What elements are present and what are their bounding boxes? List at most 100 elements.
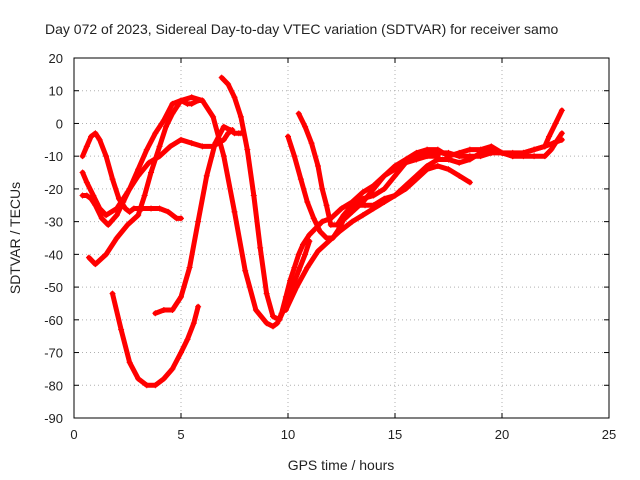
data-point	[122, 205, 129, 212]
data-point	[79, 169, 86, 176]
data-point	[113, 235, 120, 241]
data-point	[83, 192, 90, 199]
data-point	[546, 133, 553, 140]
data-point	[160, 307, 167, 313]
data-point	[314, 248, 321, 255]
data-point	[225, 81, 232, 88]
data-point	[276, 316, 283, 323]
data-point	[195, 218, 202, 225]
data-point	[199, 97, 206, 104]
series-layer	[79, 74, 565, 389]
data-point	[302, 123, 309, 130]
data-point	[552, 120, 559, 127]
data-point	[295, 110, 302, 117]
x-tick-label: 20	[495, 427, 509, 442]
data-point	[325, 238, 332, 245]
data-point	[306, 238, 313, 245]
data-point	[242, 267, 249, 274]
x-tick-label: 25	[602, 427, 616, 442]
data-point	[124, 189, 131, 196]
data-point	[370, 205, 377, 212]
x-axis-label: GPS time / hours	[288, 457, 395, 473]
data-point	[212, 140, 219, 147]
data-point	[445, 156, 452, 163]
data-point	[349, 218, 356, 225]
data-point	[79, 153, 86, 160]
data-point	[304, 199, 311, 205]
data-point	[434, 156, 441, 163]
data-point	[466, 179, 473, 186]
data-point	[115, 195, 122, 202]
data-point	[445, 166, 452, 173]
data-point	[381, 185, 388, 192]
data-point	[299, 241, 306, 248]
y-tick-label: -60	[44, 313, 63, 328]
data-point	[124, 221, 131, 228]
x-axis: 0 5 10 15 20 25	[70, 58, 616, 442]
data-point	[392, 192, 398, 199]
y-tick-label: -30	[44, 215, 63, 230]
series-line	[283, 137, 565, 313]
data-point	[456, 172, 463, 179]
y-axis-label: SDTVAR / TECUs	[7, 182, 23, 294]
data-point	[550, 140, 557, 147]
data-point	[135, 375, 142, 382]
data-point	[145, 159, 152, 166]
data-point	[96, 205, 103, 212]
data-point	[520, 149, 527, 156]
y-tick-label: -40	[44, 247, 63, 262]
data-point	[466, 156, 473, 163]
data-point	[338, 218, 345, 225]
data-point	[210, 113, 217, 120]
x-tick-label: 0	[70, 427, 77, 442]
data-point	[558, 130, 565, 137]
data-point	[190, 320, 197, 327]
data-point	[541, 143, 548, 150]
series-line	[110, 291, 201, 388]
series-arc-4	[85, 94, 441, 330]
data-point	[392, 163, 398, 169]
data-point	[413, 172, 420, 179]
data-point	[381, 172, 388, 179]
data-point	[152, 382, 159, 389]
data-point	[220, 153, 227, 160]
series-arc-11	[282, 136, 565, 313]
data-point	[250, 192, 257, 199]
data-point	[424, 163, 431, 169]
y-tick-label: 10	[49, 84, 63, 99]
data-point	[113, 205, 120, 212]
data-point	[199, 143, 206, 150]
y-axis: -90 -80 -70 -60 -50 -40 -30 -20 -10 0 10 20	[44, 51, 609, 426]
data-point	[349, 208, 356, 215]
data-point	[96, 136, 103, 143]
data-point	[295, 251, 302, 258]
data-point	[291, 264, 298, 271]
chart-title: Day 072 of 2023, Sidereal Day-to-day VTE…	[45, 21, 558, 37]
data-point	[456, 149, 463, 156]
data-point	[257, 244, 264, 251]
data-point	[293, 284, 300, 291]
data-point	[334, 221, 341, 228]
data-point	[548, 146, 555, 153]
data-point	[359, 199, 366, 205]
grid	[74, 58, 609, 418]
data-point	[231, 208, 238, 215]
data-point	[402, 182, 409, 189]
data-point	[98, 215, 105, 222]
data-point	[178, 215, 184, 222]
series-line	[86, 94, 441, 329]
y-tick-label: -10	[44, 149, 63, 164]
data-point	[92, 130, 99, 137]
data-point	[291, 153, 298, 160]
data-point	[135, 212, 142, 219]
data-point	[85, 254, 92, 261]
y-tick-label: -70	[44, 346, 63, 361]
data-point	[109, 176, 116, 183]
data-point	[336, 228, 343, 235]
data-point	[302, 251, 309, 258]
data-point	[295, 267, 302, 274]
data-point	[314, 163, 321, 169]
data-point	[148, 205, 155, 212]
data-point	[424, 146, 431, 153]
